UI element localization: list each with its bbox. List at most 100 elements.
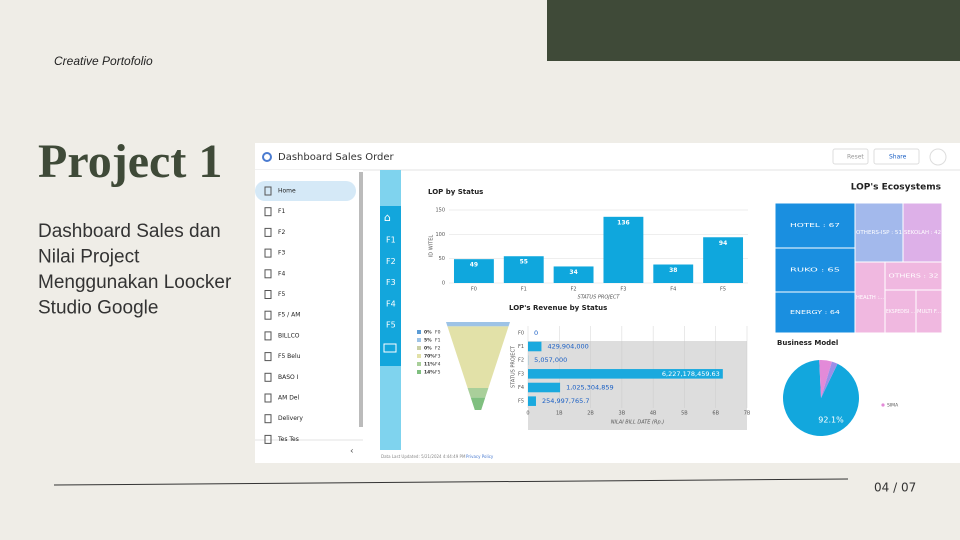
x-tick-label: 1B — [556, 411, 563, 417]
nav-tab[interactable]: F2 — [386, 257, 396, 266]
x-tick-label: F4 — [670, 287, 676, 293]
x-tick-label: 0 — [526, 411, 529, 417]
item-icon — [264, 434, 272, 444]
sidebar-item[interactable]: F2 — [278, 229, 285, 236]
home-icon: ⌂ — [384, 211, 391, 224]
pie-slice — [821, 361, 838, 398]
nav-tab[interactable]: F1 — [386, 236, 396, 245]
item-icon — [264, 290, 272, 299]
bar — [603, 216, 644, 283]
nav-tab[interactable]: F4 — [386, 299, 396, 308]
data-label: 5,057,000 — [534, 356, 567, 364]
y-tick-label: F0 — [518, 330, 524, 336]
pie-slice — [783, 360, 859, 436]
collapse-icon[interactable]: ‹ — [350, 447, 354, 457]
reset-label[interactable]: Reset — [847, 154, 864, 161]
sidebar — [255, 170, 363, 460]
y-tick-label: F2 — [518, 358, 524, 364]
treemap-label: ENERGY : 64 — [790, 310, 840, 316]
y-tick-label: 150 — [435, 208, 445, 214]
item-icon — [264, 352, 272, 362]
legend-swatch — [417, 346, 421, 350]
dashboard-title: Dashboard Sales Order — [278, 152, 395, 163]
item-icon — [264, 393, 272, 403]
treemap-cell — [774, 291, 856, 334]
sidebar-item[interactable]: AM Del — [278, 395, 300, 402]
item-icon — [264, 269, 272, 279]
data-label: 1,025,304,859 — [566, 384, 614, 392]
sidebar-item[interactable]: F5 / AM — [278, 312, 300, 319]
y-tick-label: F4 — [518, 385, 524, 391]
sidebar-item[interactable]: F1 — [278, 208, 285, 215]
legend-category: F3 — [435, 354, 441, 360]
sidebar-item[interactable]: BASO I — [278, 374, 299, 381]
sidebar-item[interactable]: F5 — [278, 291, 285, 298]
item-icon — [264, 372, 272, 382]
bar — [503, 256, 544, 283]
share-button[interactable] — [873, 148, 920, 165]
logo — [262, 152, 272, 162]
y-tick-label: 100 — [435, 232, 445, 238]
footer-privacy[interactable]: Privacy Policy — [466, 454, 494, 459]
item-icon — [264, 227, 272, 237]
legend-swatch — [417, 330, 421, 334]
x-tick-label: F1 — [521, 287, 527, 293]
legend-value: 5% — [424, 338, 432, 344]
chart-title: Business Model — [777, 339, 838, 347]
menu-button[interactable] — [929, 148, 947, 166]
reset-button[interactable] — [832, 148, 869, 165]
item-icon — [264, 414, 272, 424]
sidebar-active — [255, 181, 356, 201]
x-tick-label: F2 — [571, 287, 577, 293]
sidebar-item[interactable]: Home — [278, 188, 296, 195]
item-icon — [264, 310, 272, 320]
y-axis-label: ID WITEL — [429, 235, 435, 258]
x-axis-label: NILAI BILL DATE (Rp.) — [611, 420, 664, 426]
legend-swatch — [417, 354, 421, 358]
legend-swatch — [881, 403, 885, 407]
sidebar-item[interactable]: F4 — [278, 270, 285, 277]
legend-value: 0% — [424, 330, 432, 336]
data-label: 6,227,178,459.63 — [662, 370, 720, 378]
pie-slice — [819, 360, 832, 398]
y-tick-label: 0 — [442, 281, 445, 287]
y-tick-label: F5 — [518, 399, 524, 405]
legend-value: 70% — [424, 354, 435, 360]
data-label: 254,997,765.7 — [542, 397, 590, 405]
data-label: 49 — [470, 262, 478, 269]
nav-active — [380, 206, 401, 366]
legend-entry: SIMA — [887, 403, 899, 409]
x-tick-label: F0 — [471, 287, 477, 293]
bar — [453, 259, 494, 283]
treemap-cell — [884, 289, 917, 334]
x-tick-label: 3B — [619, 411, 626, 417]
funnel-segment — [446, 322, 510, 327]
share-label[interactable]: Share — [889, 154, 907, 161]
slide-title: Project 1 — [38, 135, 222, 188]
sidebar-item[interactable]: Tes Tes — [277, 436, 299, 443]
plot-bg — [528, 341, 747, 430]
sidebar-item[interactable]: F3 — [278, 250, 285, 257]
chart-title: LOP's Ecosystems — [851, 183, 941, 193]
legend-value: 11% — [424, 362, 435, 368]
legend-value: 0% — [424, 346, 432, 352]
chart-title: LOP by Status — [428, 188, 483, 196]
treemap-label: HOTEL : 67 — [790, 223, 840, 229]
sidebar-item[interactable]: Delivery — [278, 415, 303, 422]
treemap-label: OTHERS-ISP : 51 — [856, 230, 902, 236]
x-tick-label: F5 — [720, 287, 726, 293]
sidebar-item[interactable]: F5 Belu — [278, 353, 301, 360]
legend-category: F2 — [435, 346, 441, 352]
nav-tab[interactable]: F3 — [386, 278, 396, 287]
legend-swatch — [417, 338, 421, 342]
legend-category: F4 — [435, 362, 441, 368]
delivery-icon — [383, 343, 397, 353]
legend-category: F1 — [435, 338, 441, 344]
data-label: 429,904,000 — [547, 343, 588, 351]
nav-tab[interactable]: F5 — [386, 321, 396, 330]
y-tick-label: F3 — [518, 371, 524, 377]
sidebar-item[interactable]: BILLCO — [278, 332, 300, 339]
treemap-cell — [884, 261, 943, 291]
bar — [703, 237, 744, 283]
